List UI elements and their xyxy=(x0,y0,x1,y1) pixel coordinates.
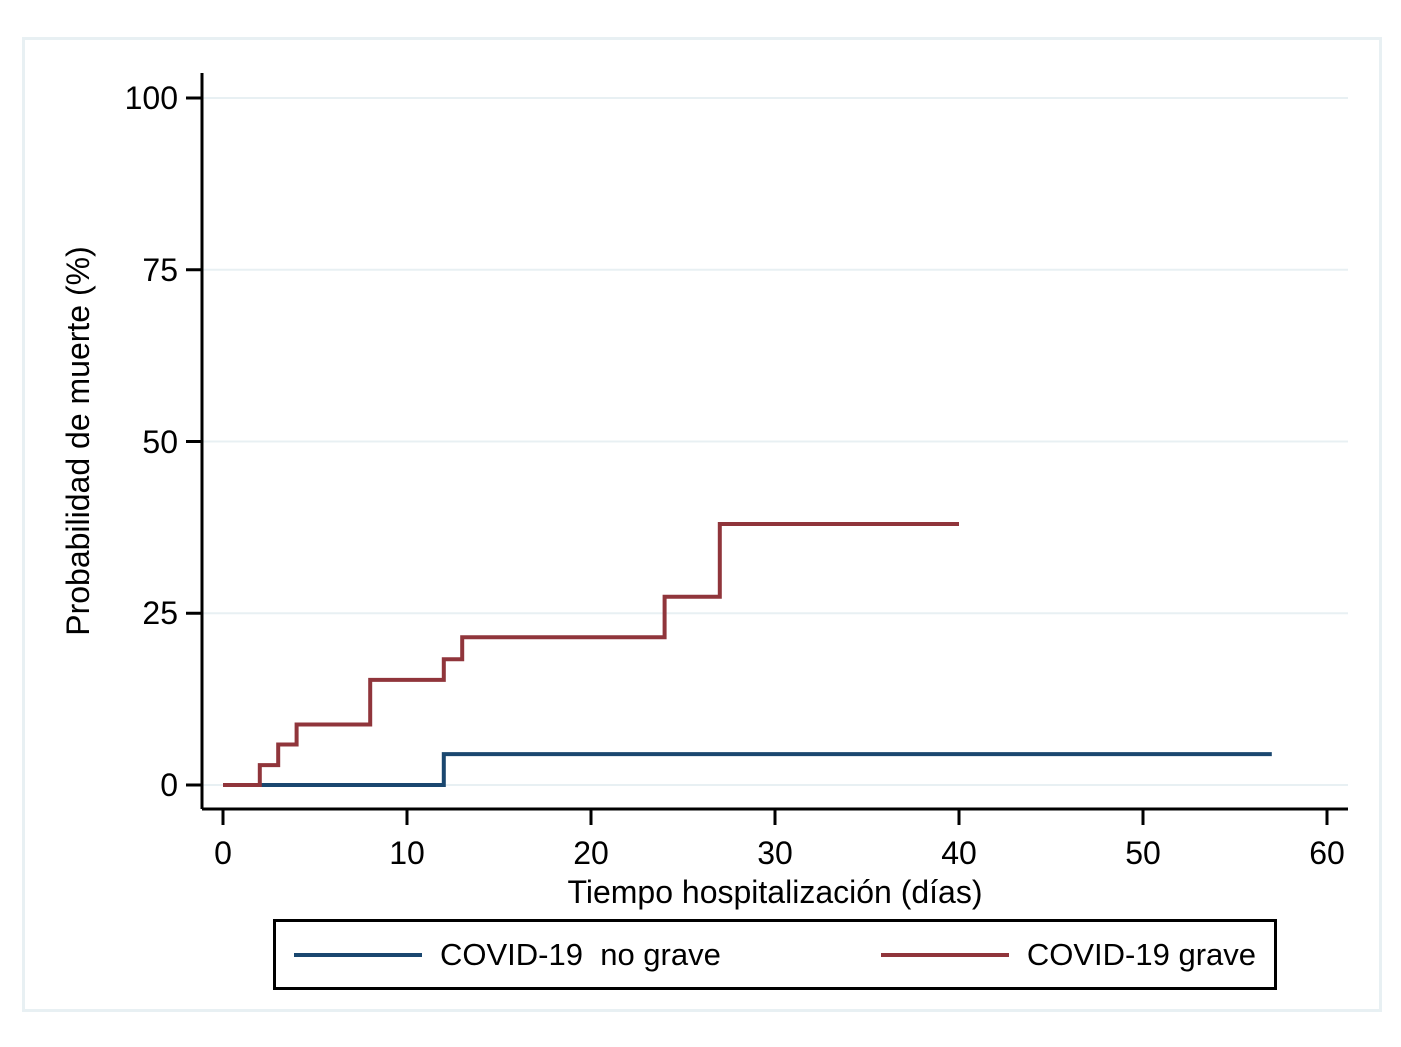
legend-label-grave: COVID-19 grave xyxy=(1026,936,1256,972)
x-tick-label: 20 xyxy=(573,835,609,871)
legend-label-no-grave: COVID-19 no grave xyxy=(440,936,721,972)
y-tick-label: 100 xyxy=(124,80,178,116)
y-tick-label: 25 xyxy=(142,595,178,632)
x-tick-label: 10 xyxy=(389,835,425,871)
series-curve-grave xyxy=(223,521,959,787)
x-tick-label: 30 xyxy=(757,835,793,871)
x-tick-label: 40 xyxy=(941,835,977,871)
grave-line-swatch xyxy=(880,952,1009,957)
y-tick-label: 75 xyxy=(142,251,178,288)
x-axis-title: Tiempo hospitalización (días) xyxy=(567,874,983,910)
legend: COVID-19 no grave COVID-19 grave xyxy=(273,919,1277,990)
no-grave-line-swatch xyxy=(294,952,422,957)
x-tick-label: 60 xyxy=(1309,835,1345,871)
legend-entry-grave: COVID-19 grave xyxy=(880,936,1256,973)
y-tick-label: 50 xyxy=(142,423,178,460)
x-tick-label: 0 xyxy=(214,835,232,871)
legend-entry-no-grave: COVID-19 no grave xyxy=(294,937,721,973)
figure-border xyxy=(22,37,1382,1012)
x-tick-label: 50 xyxy=(1125,835,1161,871)
series-curve-no-grave xyxy=(223,752,1272,787)
y-tick-label: 0 xyxy=(160,767,178,803)
y-axis-title: Probabilidad de muerte (%) xyxy=(60,246,96,636)
